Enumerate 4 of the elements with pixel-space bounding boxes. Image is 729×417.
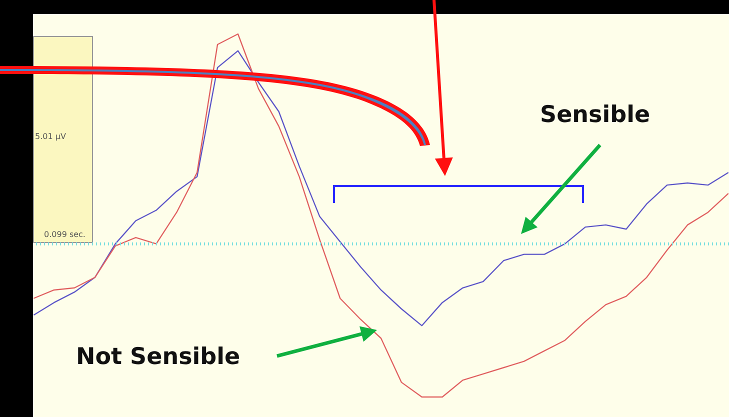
- annotation: Sensible: [540, 102, 650, 128]
- annotation: 0.099 sec.: [44, 230, 86, 239]
- annotation: 5.01 µV: [35, 132, 66, 141]
- annotation: Not Sensible: [76, 344, 240, 370]
